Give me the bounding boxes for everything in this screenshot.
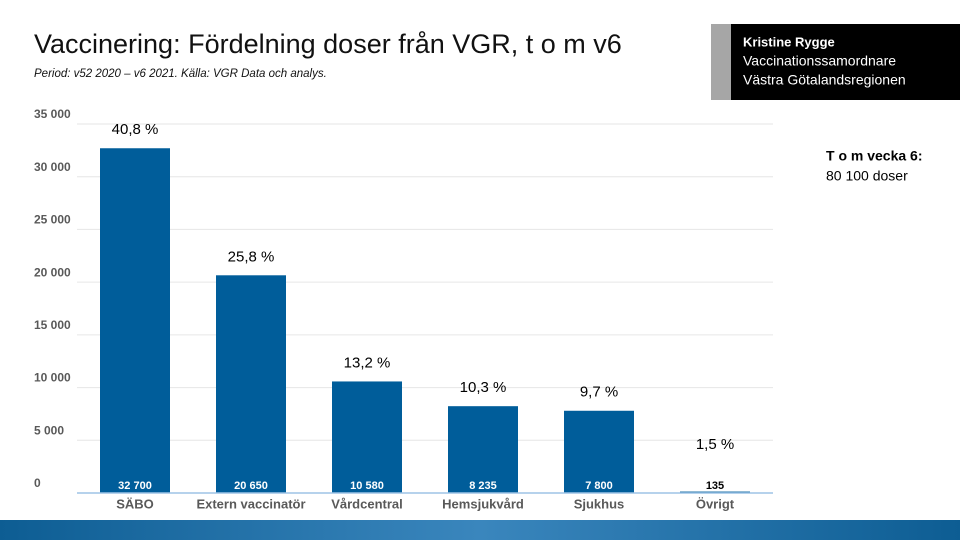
x-tick-label: Sjukhus [574,496,625,511]
share-label: 9,7 % [580,384,618,401]
y-tick-label: 0 [34,476,41,490]
footer-stripe [0,520,960,540]
presenter-org: Västra Götalandsregionen [743,72,906,88]
share-label: 10,3 % [460,379,507,396]
value-label: 20 650 [234,480,268,492]
bar [448,406,518,493]
note-text: 80 100 doser [826,168,908,184]
bar [216,275,286,493]
y-tick-label: 10 000 [34,371,71,385]
bar [564,410,634,493]
y-tick-label: 15 000 [34,318,71,332]
bar [332,381,402,493]
x-tick-label: Övrigt [696,496,735,511]
presenter-name: Kristine Rygge [743,34,835,49]
bar [100,148,170,493]
y-tick-label: 35 000 [34,107,71,121]
presenter-role: Vaccinationssamordnare [743,53,896,69]
value-label: 32 700 [118,480,152,492]
y-tick-label: 5 000 [34,423,64,437]
share-label: 40,8 % [112,121,159,138]
value-label: 8 235 [469,480,497,492]
chart-subtitle: Period: v52 2020 – v6 2021. Källa: VGR D… [34,68,327,80]
x-tick-label: Hemsjukvård [442,496,524,511]
share-label: 13,2 % [344,354,391,371]
x-tick-label: SÄBO [116,496,154,511]
value-label: 10 580 [350,480,384,492]
share-label: 1,5 % [696,436,734,453]
y-tick-label: 20 000 [34,265,71,279]
x-tick-label: Extern vaccinatör [196,496,305,511]
presenter-accent [711,24,731,100]
presenter-box [731,24,960,100]
note-heading: T o m vecka 6: [826,148,923,164]
x-tick-label: Vårdcentral [331,496,403,511]
share-label: 25,8 % [228,248,275,265]
value-label: 7 800 [585,480,613,492]
value-label: 135 [706,480,724,492]
chart-title: Vaccinering: Fördelning doser från VGR, … [34,29,622,59]
y-tick-label: 30 000 [34,160,71,174]
y-tick-label: 25 000 [34,213,71,227]
